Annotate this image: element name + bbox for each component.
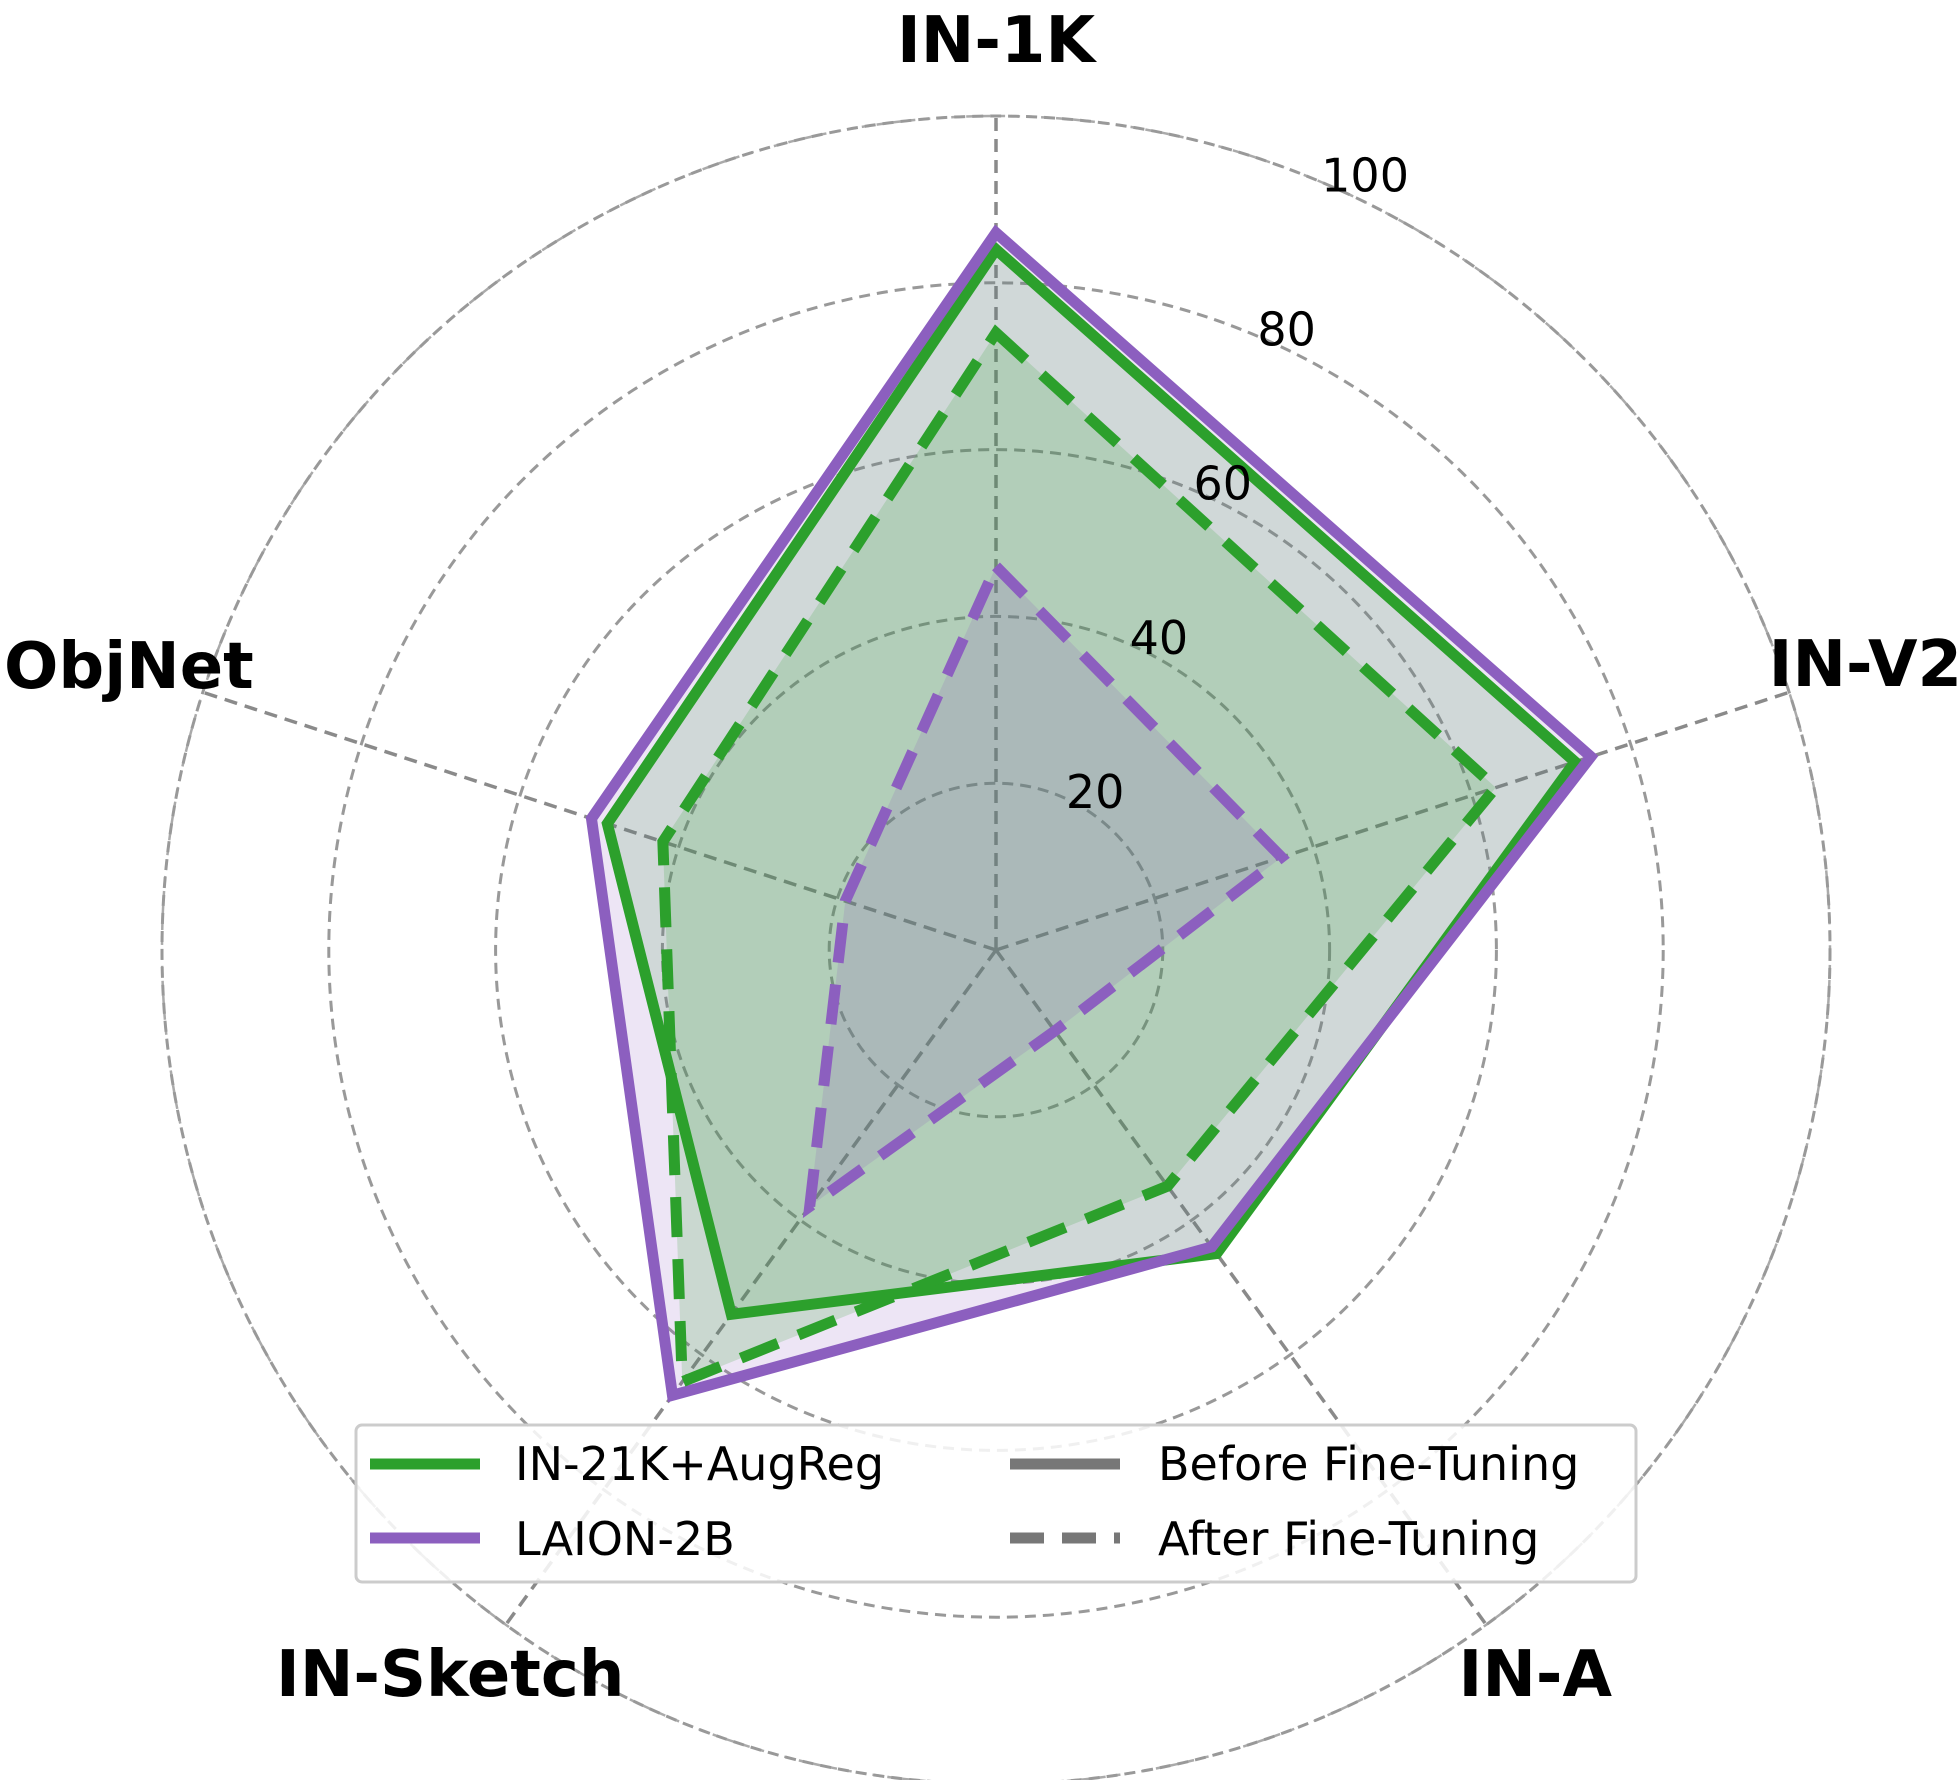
axis-label-in-1k: IN-1K — [897, 4, 1097, 78]
legend-label-before: Before Fine-Tuning — [1158, 1437, 1579, 1491]
grid-circle-80 — [327, 281, 1665, 1619]
series-layer — [585, 224, 1599, 1403]
series-line-laion-2b-before — [585, 224, 1599, 1403]
legend: IN-21K+AugReg LAION-2B Before Fine-Tunin… — [354, 1423, 1638, 1584]
legend-label-in21k: IN-21K+AugReg — [515, 1437, 884, 1491]
series-fill-laion-2b-before — [591, 232, 1591, 1396]
axis-label-in-sketch: IN-Sketch — [276, 1638, 624, 1712]
labels: 20 40 60 80 100 IN-1K IN-V2 IN-A IN-Sketch ObjNet — [4, 4, 1958, 1712]
series-line-laion-2b-after — [802, 556, 1290, 1219]
tick-label-100: 100 — [1321, 148, 1409, 202]
spoke-objnet — [202, 690, 997, 952]
tick-label-20: 20 — [1066, 765, 1125, 819]
series-fill-in-21k-augreg-after — [662, 332, 1496, 1382]
series-line-in-21k-augreg-before — [601, 241, 1583, 1321]
grid-circle-100 — [160, 114, 1832, 1780]
tick-label-80: 80 — [1257, 303, 1316, 357]
grid — [160, 114, 1832, 1780]
tick-label-60: 60 — [1193, 457, 1252, 511]
series-fill-in-21k-augreg-before — [607, 249, 1576, 1315]
tick-label-40: 40 — [1130, 611, 1189, 665]
axis-label-in-v2: IN-V2 — [1769, 628, 1958, 702]
spoke-in-v2 — [995, 690, 1790, 952]
series-line-in-21k-augreg-after — [657, 324, 1504, 1390]
legend-label-after: After Fine-Tuning — [1158, 1512, 1539, 1566]
axis-label-in-a: IN-A — [1459, 1638, 1613, 1712]
axis-label-objnet: ObjNet — [4, 630, 254, 704]
legend-label-laion: LAION-2B — [515, 1512, 735, 1566]
grid-circle-60 — [494, 448, 1498, 1452]
legend-box — [354, 1423, 1638, 1584]
